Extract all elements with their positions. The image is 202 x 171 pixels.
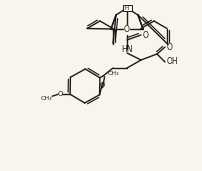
Text: O: O xyxy=(124,25,130,35)
Text: HN: HN xyxy=(121,45,133,55)
Text: CH₃: CH₃ xyxy=(40,96,52,101)
Text: OH: OH xyxy=(167,57,179,67)
Text: O: O xyxy=(57,91,63,97)
Text: O: O xyxy=(100,82,105,88)
Text: O: O xyxy=(167,43,173,51)
Text: CH₃: CH₃ xyxy=(108,71,119,76)
Text: H: H xyxy=(125,5,129,10)
FancyBboxPatch shape xyxy=(122,5,132,11)
Text: O: O xyxy=(143,30,149,40)
